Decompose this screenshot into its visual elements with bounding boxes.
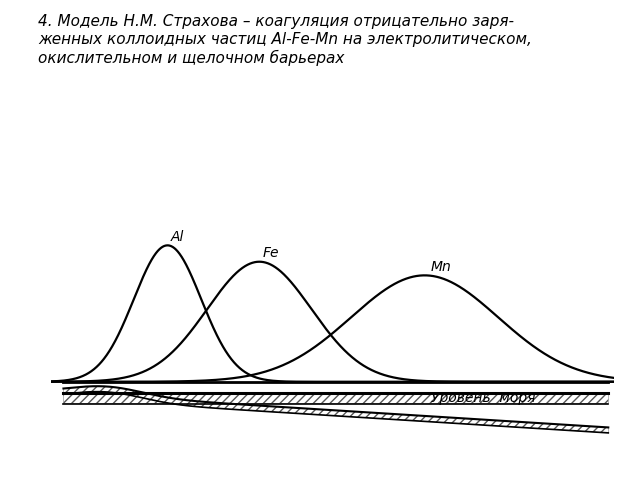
- Text: Fe: Fe: [262, 246, 279, 260]
- Text: Mn: Mn: [431, 260, 451, 274]
- Text: Al: Al: [171, 230, 184, 244]
- Text: Уровень  моря: Уровень моря: [431, 391, 535, 405]
- Text: 4. Модель Н.М. Страхова – коагуляция отрицательно заря-
женных коллоидных частиц: 4. Модель Н.М. Страхова – коагуляция отр…: [38, 14, 532, 66]
